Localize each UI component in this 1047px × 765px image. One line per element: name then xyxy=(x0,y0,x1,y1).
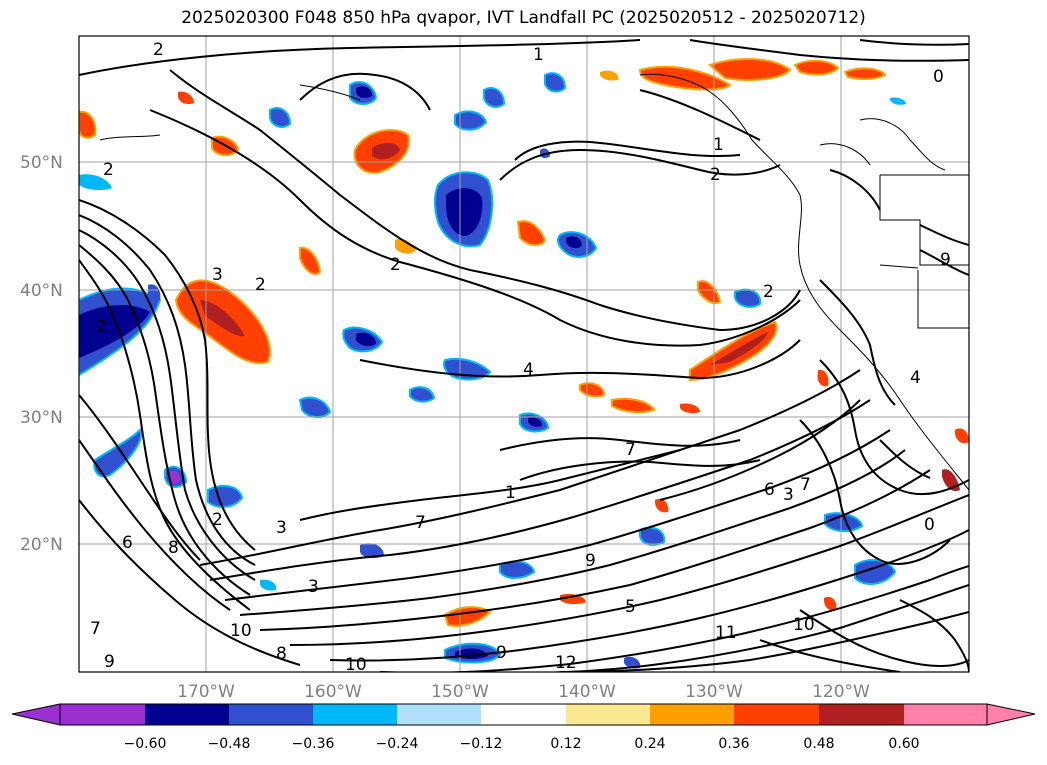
colorbar-segment xyxy=(313,704,397,725)
colorbar-segment xyxy=(60,704,145,725)
svg-text:120°W: 120°W xyxy=(812,682,870,702)
svg-text:9: 9 xyxy=(940,250,951,270)
svg-text:40°N: 40°N xyxy=(20,281,63,301)
svg-text:0: 0 xyxy=(924,515,935,535)
svg-text:10: 10 xyxy=(230,621,252,641)
svg-text:170°W: 170°W xyxy=(177,682,235,702)
svg-text:7: 7 xyxy=(800,475,811,495)
svg-text:7: 7 xyxy=(625,440,636,460)
latitude-labels: 50°N 40°N 30°N 20°N xyxy=(20,153,63,555)
svg-text:9: 9 xyxy=(104,652,115,672)
svg-text:160°W: 160°W xyxy=(304,682,362,702)
svg-text:2: 2 xyxy=(153,40,164,60)
svg-text:10: 10 xyxy=(793,615,815,635)
svg-text:130°W: 130°W xyxy=(685,682,743,702)
svg-text:140°W: 140°W xyxy=(558,682,616,702)
colorbar-extend-high xyxy=(986,703,1036,726)
svg-text:3: 3 xyxy=(783,485,794,505)
svg-text:0.12: 0.12 xyxy=(550,736,581,752)
svg-text:−0.36: −0.36 xyxy=(292,736,335,752)
colorbar-segment xyxy=(229,704,313,725)
svg-text:150°W: 150°W xyxy=(431,682,489,702)
svg-text:−0.12: −0.12 xyxy=(460,736,503,752)
svg-text:2: 2 xyxy=(390,255,401,275)
svg-text:2: 2 xyxy=(710,165,721,185)
svg-text:0: 0 xyxy=(933,67,944,87)
svg-text:8: 8 xyxy=(276,644,287,664)
colorbar-segment xyxy=(145,704,229,725)
ivt-contours xyxy=(79,39,969,672)
negative-anomaly-shading xyxy=(79,72,906,669)
svg-text:5: 5 xyxy=(625,597,636,617)
svg-text:0.36: 0.36 xyxy=(718,736,749,752)
svg-text:20°N: 20°N xyxy=(20,535,63,555)
svg-text:50°N: 50°N xyxy=(20,153,63,173)
svg-text:1: 1 xyxy=(533,45,544,65)
colorbar-extend-low xyxy=(11,703,61,726)
svg-text:2: 2 xyxy=(763,282,774,302)
colorbar-ticks: −0.60 −0.48 −0.36 −0.24 −0.12 0.12 0.24 … xyxy=(124,736,920,752)
svg-text:0.60: 0.60 xyxy=(888,736,919,752)
svg-text:1: 1 xyxy=(713,135,724,155)
svg-text:8: 8 xyxy=(168,538,179,558)
svg-text:−0.24: −0.24 xyxy=(376,736,419,752)
svg-text:1: 1 xyxy=(505,483,516,503)
svg-text:2: 2 xyxy=(96,317,107,337)
svg-text:7: 7 xyxy=(415,513,426,533)
svg-text:2: 2 xyxy=(103,160,114,180)
colorbar-segment xyxy=(397,704,481,725)
colorbar-segment xyxy=(819,704,904,725)
svg-text:2: 2 xyxy=(212,510,223,530)
svg-text:4: 4 xyxy=(523,360,534,380)
svg-text:0.48: 0.48 xyxy=(803,736,834,752)
svg-text:9: 9 xyxy=(585,551,596,571)
colorbar-segment xyxy=(904,704,987,725)
svg-text:9: 9 xyxy=(496,643,507,663)
svg-text:6: 6 xyxy=(764,480,775,500)
svg-text:7: 7 xyxy=(90,619,101,639)
contour-labels: 2 1 0 2 2 2 3 2 4 7 7 2 3 6 8 3 9 9 5 10… xyxy=(90,40,951,675)
colorbar: −0.60 −0.48 −0.36 −0.24 −0.12 0.12 0.24 … xyxy=(11,703,1036,752)
map-title: 2025020300 F048 850 hPa qvapor, IVT Land… xyxy=(181,8,866,28)
colorbar-segment xyxy=(734,704,819,725)
svg-text:−0.60: −0.60 xyxy=(124,736,167,752)
svg-text:30°N: 30°N xyxy=(20,408,63,428)
svg-text:12: 12 xyxy=(555,653,577,673)
colorbar-segment xyxy=(650,704,734,725)
colorbar-segment xyxy=(481,704,566,725)
svg-text:3: 3 xyxy=(212,265,223,285)
longitude-labels: 170°W 160°W 150°W 140°W 130°W 120°W xyxy=(177,682,870,702)
map-plot-area: 2 1 0 2 2 2 3 2 4 7 7 2 3 6 8 3 9 9 5 10… xyxy=(79,36,969,675)
svg-text:11: 11 xyxy=(715,623,737,643)
svg-text:3: 3 xyxy=(308,577,319,597)
svg-text:6: 6 xyxy=(122,533,133,553)
svg-text:4: 4 xyxy=(910,368,921,388)
svg-text:10: 10 xyxy=(345,655,367,675)
svg-text:3: 3 xyxy=(276,518,287,538)
map-frame xyxy=(78,35,970,673)
colorbar-segment xyxy=(566,704,650,725)
coastlines xyxy=(99,73,969,491)
svg-text:0.24: 0.24 xyxy=(634,736,665,752)
svg-text:2: 2 xyxy=(255,275,266,295)
svg-text:−0.48: −0.48 xyxy=(208,736,251,752)
